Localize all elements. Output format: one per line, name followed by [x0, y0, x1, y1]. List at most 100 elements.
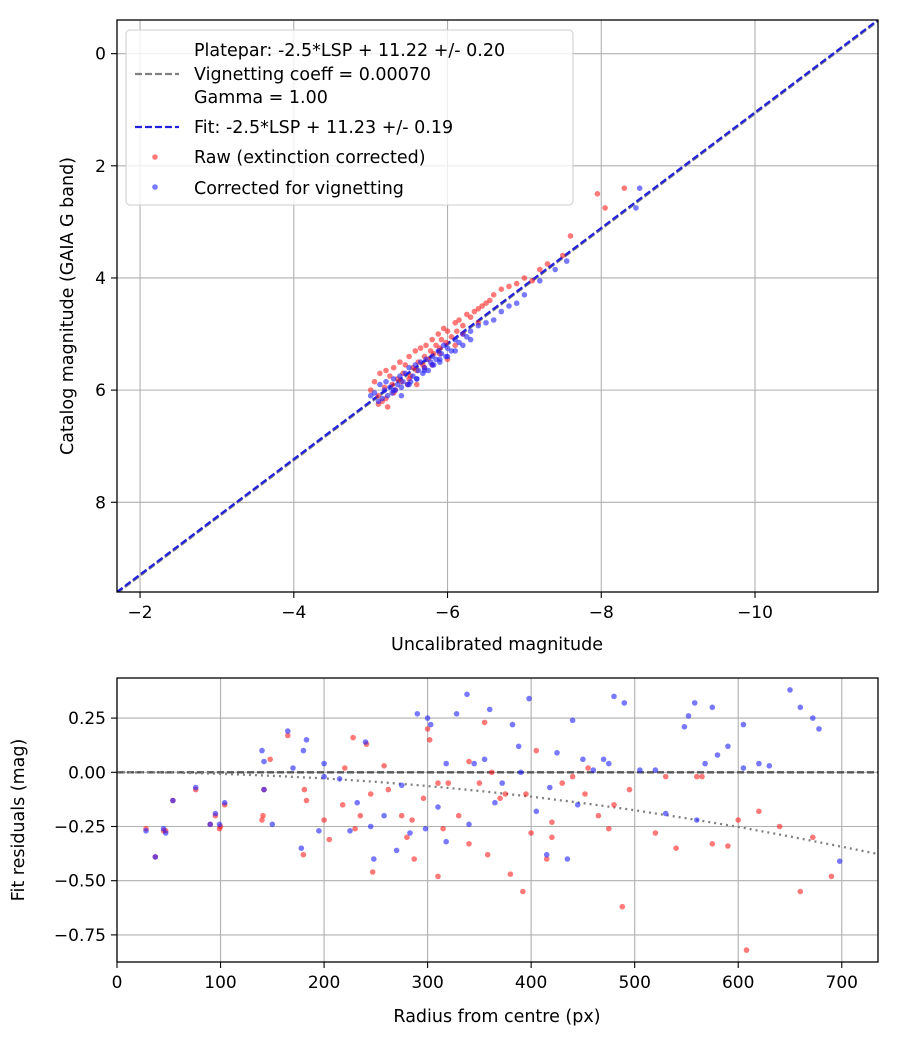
- top-point-series-1: [415, 367, 422, 374]
- bottom-point-series-0: [797, 888, 804, 895]
- top-point-series-0: [438, 336, 445, 343]
- bottom-point-series-1: [381, 812, 387, 819]
- top-point-series-1: [467, 336, 474, 343]
- bottom-x-tick-label: 700: [826, 973, 858, 993]
- legend-platepar-label-line2: Vignetting coeff = 0.00070: [194, 65, 431, 85]
- top-point-series-0: [567, 233, 574, 239]
- bottom-point-series-0: [709, 841, 716, 847]
- bottom-point-series-1: [590, 767, 597, 773]
- bottom-point-series-1: [464, 691, 470, 698]
- bottom-point-series-0: [662, 773, 669, 780]
- top-legend: Platepar: -2.5*LSP + 11.22 +/- 0.20 Vign…: [125, 29, 574, 206]
- bottom-point-series-1: [261, 786, 267, 793]
- bottom-point-series-0: [440, 825, 446, 832]
- bottom-x-tick-label: 300: [411, 973, 443, 993]
- bottom-point-series-1: [709, 704, 716, 711]
- bottom-point-series-0: [569, 773, 576, 780]
- top-point-series-1: [498, 308, 505, 315]
- bottom-point-series-0: [300, 851, 307, 858]
- bottom-point-series-0: [409, 817, 415, 823]
- top-point-series-0: [521, 275, 528, 281]
- bottom-point-series-1: [259, 747, 265, 754]
- top-point-series-0: [498, 286, 505, 293]
- bottom-point-series-0: [259, 817, 265, 823]
- top-point-series-1: [398, 392, 405, 399]
- bottom-point-series-1: [152, 854, 159, 860]
- top-point-series-1: [371, 390, 378, 396]
- top-plot-frame: [116, 19, 879, 593]
- legend-box: [125, 29, 574, 206]
- top-point-series-1: [402, 370, 409, 377]
- bottom-y-tick-label: −0.25: [54, 818, 106, 838]
- bottom-point-series-1: [221, 799, 228, 806]
- bottom-plot-frame: [116, 677, 879, 963]
- bottom-point-series-0: [484, 851, 491, 858]
- bottom-axis-ticks: 0 100 200 300 400 500 600 700 0.25 0.00 −0.25 −0.50…: [54, 709, 858, 993]
- bottom-point-series-0: [424, 726, 431, 732]
- bottom-point-series-0: [652, 830, 659, 836]
- top-point-series-1: [379, 395, 386, 402]
- bottom-point-series-1: [347, 828, 353, 834]
- bottom-point-series-0: [381, 763, 387, 769]
- bottom-point-series-1: [547, 784, 553, 791]
- top-y-tick-label: 4: [95, 269, 106, 289]
- bottom-point-series-1: [637, 767, 643, 773]
- top-point-series-1: [437, 359, 443, 365]
- bottom-point-series-1: [407, 830, 413, 836]
- legend-raw-label: Raw (extinction corrected): [194, 148, 426, 168]
- bottom-x-tick-label: 600: [722, 973, 754, 993]
- top-point-series-1: [452, 348, 459, 354]
- bottom-point-series-0: [260, 812, 266, 819]
- bottom-point-series-0: [611, 802, 617, 808]
- top-point-series-0: [384, 404, 391, 410]
- bottom-point-series-0: [523, 791, 529, 797]
- top-point-series-1: [421, 367, 428, 374]
- bottom-x-axis-label: Radius from centre (px): [393, 1007, 600, 1027]
- bottom-point-series-0: [455, 812, 462, 819]
- top-y-axis-label: Catalog magnitude (GAIA G band): [58, 157, 78, 455]
- bottom-point-series-1: [398, 782, 405, 789]
- top-point-series-0: [460, 322, 466, 329]
- bottom-point-series-1: [481, 756, 488, 763]
- bottom-point-series-1: [652, 767, 659, 773]
- top-x-tick-label: −2: [128, 603, 153, 623]
- bottom-point-series-0: [549, 834, 555, 841]
- bottom-point-series-0: [398, 812, 405, 819]
- top-point-series-0: [537, 266, 543, 273]
- bottom-point-series-0: [735, 817, 741, 823]
- bottom-point-series-1: [192, 784, 199, 791]
- top-y-tick-label: 6: [95, 381, 106, 401]
- bottom-point-series-1: [285, 728, 291, 734]
- legend-corrected-marker-icon: [152, 184, 158, 190]
- bottom-point-series-1: [797, 704, 804, 711]
- bottom-point-series-1: [362, 739, 369, 745]
- bottom-y-tick-label: −0.50: [54, 872, 106, 892]
- top-point-series-1: [460, 342, 466, 349]
- bottom-point-series-0: [619, 903, 626, 910]
- bottom-point-series-1: [740, 721, 747, 728]
- bottom-point-series-0: [481, 719, 488, 726]
- legend-platepar-label-line3: Gamma = 1.00: [194, 88, 328, 108]
- top-point-series-0: [467, 314, 474, 321]
- top-point-series-0: [435, 331, 442, 337]
- bottom-point-series-1: [580, 756, 586, 763]
- bottom-point-series-1: [300, 747, 307, 754]
- bottom-point-series-1: [466, 821, 472, 828]
- bottom-point-series-1: [621, 700, 628, 706]
- bottom-point-series-1: [543, 851, 550, 858]
- bottom-point-series-1: [143, 828, 149, 834]
- top-point-series-1: [397, 373, 403, 379]
- bottom-point-series-0: [350, 734, 356, 741]
- bottom-point-series-1: [515, 743, 522, 750]
- top-point-series-1: [414, 376, 420, 382]
- bottom-point-series-0: [776, 823, 783, 830]
- bottom-point-series-1: [766, 763, 773, 769]
- bottom-y-axis-label: Fit residuals (mag): [9, 739, 29, 902]
- bottom-point-series-0: [267, 756, 274, 763]
- bottom-point-series-1: [170, 797, 176, 804]
- bottom-point-series-1: [509, 721, 516, 728]
- bottom-point-series-0: [699, 773, 705, 780]
- bottom-point-series-1: [269, 821, 276, 828]
- bottom-point-series-1: [207, 821, 213, 828]
